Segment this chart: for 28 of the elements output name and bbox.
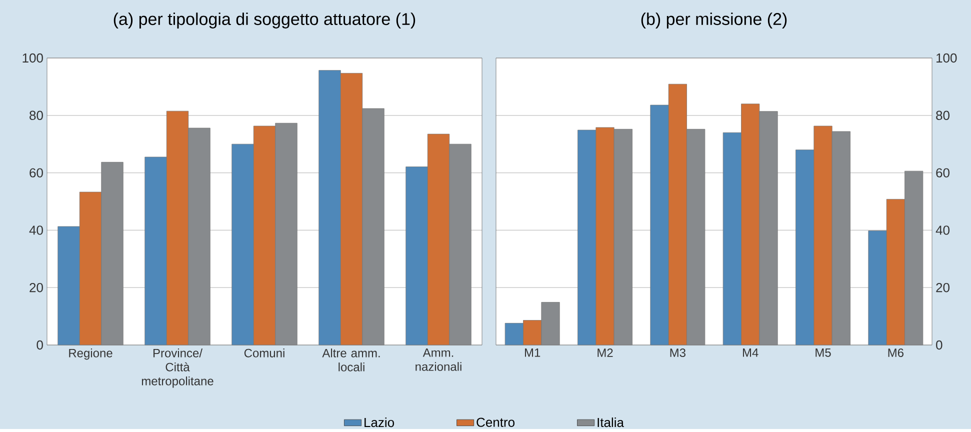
x-tick-label: Altre amm. locali: [322, 348, 380, 372]
x-tick-label: M2: [598, 348, 613, 357]
x-tick-label: M3: [670, 348, 686, 357]
legend-label: Italia: [598, 417, 624, 427]
y-tick-label: 20: [936, 282, 950, 292]
y-tick-label: 80: [936, 110, 950, 120]
x-tick-label: M1: [524, 348, 540, 357]
x-tick-label: Amm. nazionali: [416, 348, 462, 371]
legend-label: Centro: [476, 417, 515, 427]
chart-title: (b) per missione (2): [641, 12, 787, 28]
y-tick-label: 0: [36, 340, 43, 350]
y-tick-label: 20: [30, 282, 43, 292]
legend-label: Lazio: [364, 417, 394, 427]
chart-title: (a) per tipologia di soggetto attuatore (1): [114, 12, 416, 28]
x-tick-label: M4: [742, 348, 758, 357]
y-tick-label: 100: [936, 53, 957, 62]
y-tick-label: 40: [29, 225, 43, 235]
x-tick-label: Comuni: [244, 348, 284, 358]
y-tick-label: 80: [30, 110, 43, 120]
y-tick-label: 0: [936, 340, 942, 350]
x-tick-label: M5: [816, 348, 831, 357]
y-tick-label: 60: [30, 168, 43, 178]
y-tick-label: 40: [936, 225, 950, 235]
x-tick-label: M6: [888, 348, 904, 357]
y-tick-label: 100: [22, 53, 43, 62]
x-tick-label: Province/ Città metropolitane: [142, 348, 214, 388]
x-tick-label: Regione: [69, 348, 112, 360]
y-tick-label: 60: [936, 168, 950, 178]
